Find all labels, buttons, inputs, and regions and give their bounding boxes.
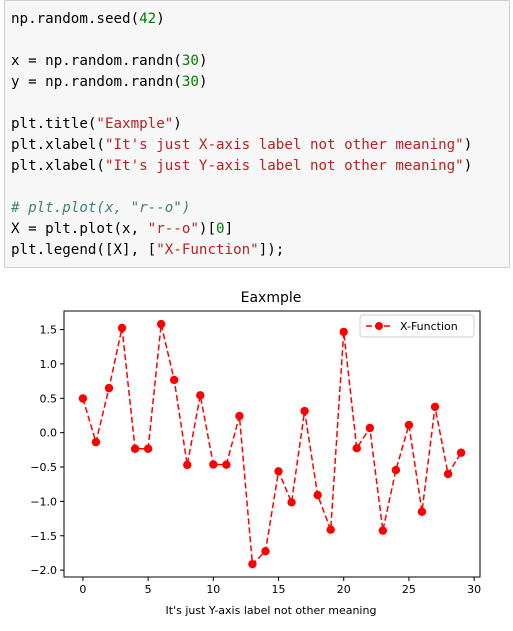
code-token: ]); bbox=[258, 242, 285, 258]
code-string: "X-Function" bbox=[156, 242, 259, 258]
data-point bbox=[117, 323, 127, 333]
code-token: ) bbox=[156, 11, 165, 27]
y-tick-label: 0.5 bbox=[40, 392, 58, 405]
data-point bbox=[313, 490, 322, 500]
data-point bbox=[222, 460, 231, 469]
code-line-11: X = plt.plot(x, "r--o")[0] bbox=[11, 219, 472, 240]
code-line-1: np.random.seed(42) bbox=[11, 9, 472, 30]
data-point bbox=[274, 467, 283, 476]
data-point bbox=[261, 547, 270, 556]
data-point bbox=[391, 465, 401, 475]
code-line-9 bbox=[11, 177, 472, 198]
data-point bbox=[248, 559, 257, 569]
x-axis-label: It's just Y-axis label not other meaning bbox=[166, 604, 377, 617]
data-point bbox=[130, 444, 140, 453]
legend: X-Function bbox=[359, 314, 475, 338]
code-token: plt.xlabel( bbox=[11, 137, 105, 153]
data-point bbox=[196, 391, 205, 400]
code-string: "It's just Y-axis label not other meanin… bbox=[104, 158, 464, 174]
x-tick-label: 15 bbox=[272, 583, 286, 596]
x-tick-label: 0 bbox=[79, 583, 86, 596]
series-markers bbox=[78, 319, 466, 569]
code-string: "Eaxmple" bbox=[96, 116, 174, 132]
data-point bbox=[339, 327, 348, 337]
code-token: plt.legend([X], [ bbox=[11, 242, 157, 258]
data-point bbox=[183, 460, 192, 470]
code-editor[interactable]: np.random.seed(42) x = np.random.randn(30… bbox=[11, 9, 472, 261]
data-point bbox=[443, 469, 453, 479]
data-point bbox=[326, 525, 335, 534]
code-token: ) bbox=[198, 53, 208, 69]
x-tick-label: 25 bbox=[402, 583, 416, 596]
data-point bbox=[378, 526, 388, 535]
x-tick-label: 30 bbox=[467, 583, 481, 596]
x-tick-label: 5 bbox=[145, 583, 152, 596]
legend-marker-swatch bbox=[375, 322, 383, 330]
code-token: plt.xlabel( bbox=[11, 158, 105, 174]
data-point bbox=[365, 423, 375, 433]
legend-label: X-Function bbox=[400, 320, 458, 333]
data-point bbox=[456, 448, 466, 457]
code-token: ) bbox=[198, 74, 208, 90]
x-tick-label: 20 bbox=[337, 583, 351, 596]
y-tick-label: −0.5 bbox=[30, 461, 57, 474]
y-tick-label: 1.0 bbox=[40, 358, 58, 371]
code-line-12: plt.legend([X], ["X-Function"]); bbox=[11, 240, 472, 261]
code-string: "r--o" bbox=[147, 221, 199, 237]
code-number: 30 bbox=[181, 74, 199, 90]
code-token: ) bbox=[463, 158, 473, 174]
data-point bbox=[300, 406, 309, 416]
code-token: )[ bbox=[198, 221, 217, 237]
data-point bbox=[156, 319, 166, 329]
data-point bbox=[169, 375, 179, 385]
code-token: ] bbox=[224, 221, 234, 237]
x-axis: 0 5 10 15 20 25 30 bbox=[79, 577, 481, 596]
y-axis: −2.0 −1.5 −1.0 −0.5 0.0 0.5 1.0 1.5 bbox=[30, 324, 64, 577]
code-token: ) bbox=[463, 137, 473, 153]
code-line-6: plt.title("Eaxmple") bbox=[11, 114, 472, 135]
data-point bbox=[287, 498, 296, 507]
series-line-x-function bbox=[82, 323, 462, 566]
code-line-2 bbox=[11, 30, 472, 51]
code-token: np.random.seed( bbox=[11, 11, 140, 27]
legend-box bbox=[359, 314, 475, 338]
line-chart: Eaxmple −2.0 −1.5 −1.0 −0.5 0.0 0.5 1.0 1.5 0 5 1… bbox=[30, 290, 481, 617]
y-tick-label: 0.0 bbox=[40, 427, 58, 440]
chart-title: Eaxmple bbox=[241, 290, 302, 306]
code-line-5 bbox=[11, 93, 472, 114]
code-number: 0 bbox=[216, 221, 225, 237]
code-token: y = np.random.randn( bbox=[11, 74, 182, 90]
code-number: 30 bbox=[181, 53, 199, 69]
code-line-10: # plt.plot(x, "r--o") bbox=[11, 198, 472, 219]
code-string: "It's just X-axis label not other meanin… bbox=[104, 137, 464, 153]
code-token: ) bbox=[173, 116, 182, 132]
code-token: x = np.random.randn( bbox=[11, 53, 182, 69]
code-cell[interactable]: np.random.seed(42) x = np.random.randn(30… bbox=[4, 0, 510, 268]
y-tick-label: 1.5 bbox=[40, 324, 58, 337]
code-token: X = plt.plot(x, bbox=[11, 221, 148, 237]
data-point bbox=[417, 507, 427, 516]
y-tick-label: −1.0 bbox=[30, 495, 57, 508]
data-point bbox=[430, 402, 440, 412]
data-point bbox=[404, 420, 414, 430]
code-line-7: plt.xlabel("It's just X-axis label not o… bbox=[11, 135, 472, 156]
x-tick-label: 10 bbox=[206, 583, 220, 596]
code-line-3: x = np.random.randn(30) bbox=[11, 51, 472, 72]
plot-output: Eaxmple −2.0 −1.5 −1.0 −0.5 0.0 0.5 1.0 1.5 0 5 1… bbox=[0, 282, 513, 627]
plot-frame bbox=[63, 310, 481, 578]
y-tick-label: −1.5 bbox=[30, 530, 57, 543]
y-tick-label: −2.0 bbox=[30, 564, 57, 577]
code-line-4: y = np.random.randn(30) bbox=[11, 72, 472, 93]
data-point bbox=[143, 444, 153, 453]
code-comment: # plt.plot(x, "r--o") bbox=[11, 200, 191, 216]
data-point bbox=[104, 383, 114, 393]
data-point bbox=[78, 394, 88, 403]
data-point bbox=[235, 411, 244, 421]
code-line-8: plt.xlabel("It's just Y-axis label not o… bbox=[11, 156, 472, 177]
data-point bbox=[352, 443, 361, 453]
data-point bbox=[209, 460, 218, 469]
data-point bbox=[91, 437, 101, 447]
code-token: plt.title( bbox=[11, 116, 97, 132]
code-number: 42 bbox=[139, 11, 157, 27]
